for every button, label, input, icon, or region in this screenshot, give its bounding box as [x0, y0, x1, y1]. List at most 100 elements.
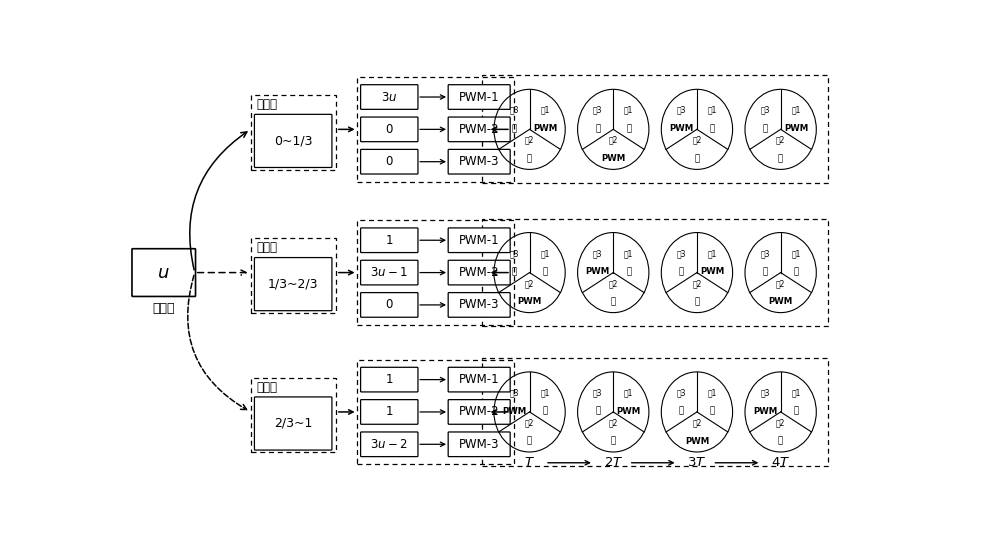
- Text: 关: 关: [595, 124, 600, 133]
- Text: 阀1: 阀1: [624, 106, 633, 115]
- Text: 关: 关: [763, 267, 768, 276]
- FancyBboxPatch shape: [361, 228, 418, 253]
- FancyBboxPatch shape: [361, 399, 418, 424]
- Text: 关: 关: [626, 124, 631, 133]
- Text: 1: 1: [386, 373, 393, 386]
- Text: PWM: PWM: [669, 124, 694, 133]
- Bar: [357, 77, 514, 182]
- Text: $T$: $T$: [524, 457, 535, 469]
- Text: 控制量: 控制量: [152, 302, 175, 315]
- Text: 阀2: 阀2: [609, 418, 618, 427]
- Text: 阀3: 阀3: [677, 388, 686, 397]
- Text: 关: 关: [527, 154, 532, 163]
- Text: PWM: PWM: [502, 406, 526, 416]
- Text: PWM: PWM: [685, 437, 709, 446]
- Text: 开: 开: [679, 267, 684, 276]
- Text: $3u-2$: $3u-2$: [370, 438, 408, 451]
- Text: 关: 关: [512, 124, 517, 133]
- Text: 模式一: 模式一: [257, 98, 278, 111]
- Bar: [357, 220, 514, 325]
- Text: PWM: PWM: [753, 406, 777, 416]
- FancyBboxPatch shape: [361, 149, 418, 174]
- Text: 阀1: 阀1: [708, 249, 717, 258]
- Bar: [482, 75, 828, 183]
- Text: PWM: PWM: [586, 267, 610, 276]
- Text: 阀3: 阀3: [593, 249, 603, 258]
- Text: 开: 开: [527, 437, 532, 446]
- Text: 阀1: 阀1: [540, 249, 550, 258]
- Text: 0: 0: [386, 299, 393, 312]
- Text: 关: 关: [710, 124, 715, 133]
- Text: PWM-2: PWM-2: [459, 405, 499, 418]
- Text: PWM: PWM: [784, 124, 808, 133]
- Text: 阀2: 阀2: [692, 136, 702, 145]
- Text: 阀3: 阀3: [760, 388, 770, 397]
- Text: 模式三: 模式三: [257, 381, 278, 394]
- FancyBboxPatch shape: [254, 397, 332, 450]
- FancyArrowPatch shape: [190, 132, 247, 270]
- Text: 开: 开: [611, 297, 616, 306]
- Bar: [251, 95, 336, 170]
- Text: 阀1: 阀1: [708, 388, 717, 397]
- Text: 0: 0: [386, 155, 393, 168]
- FancyBboxPatch shape: [361, 293, 418, 317]
- Text: $2T$: $2T$: [604, 457, 623, 469]
- FancyBboxPatch shape: [448, 399, 510, 424]
- Bar: [357, 360, 514, 464]
- Text: PWM-1: PWM-1: [459, 373, 499, 386]
- FancyBboxPatch shape: [361, 85, 418, 109]
- Text: 关: 关: [694, 154, 700, 163]
- FancyBboxPatch shape: [361, 117, 418, 142]
- FancyBboxPatch shape: [448, 367, 510, 392]
- Bar: [482, 219, 828, 327]
- Text: PWM: PWM: [533, 124, 557, 133]
- Text: 阀1: 阀1: [624, 249, 633, 258]
- Text: $3u$: $3u$: [381, 91, 397, 103]
- Text: 阀3: 阀3: [677, 249, 686, 258]
- Text: 开: 开: [679, 406, 684, 416]
- Text: 阀1: 阀1: [624, 388, 633, 397]
- Text: 阀1: 阀1: [791, 388, 801, 397]
- Text: 阀3: 阀3: [509, 249, 519, 258]
- FancyBboxPatch shape: [448, 117, 510, 142]
- Text: 1: 1: [386, 405, 393, 418]
- Text: 0: 0: [386, 123, 393, 136]
- Text: PWM: PWM: [700, 267, 725, 276]
- Text: PWM-1: PWM-1: [459, 234, 499, 247]
- FancyBboxPatch shape: [448, 293, 510, 317]
- Text: 阀2: 阀2: [609, 136, 618, 145]
- Text: 关: 关: [694, 297, 700, 306]
- Text: 阀2: 阀2: [692, 418, 702, 427]
- Text: 阀2: 阀2: [776, 418, 785, 427]
- Text: 关: 关: [778, 154, 783, 163]
- Text: 阀1: 阀1: [791, 106, 801, 115]
- Text: 2/3~1: 2/3~1: [274, 417, 312, 430]
- Text: PWM: PWM: [517, 297, 542, 306]
- Text: 关: 关: [763, 124, 768, 133]
- Text: 阀2: 阀2: [776, 136, 785, 145]
- Text: 阀3: 阀3: [677, 106, 686, 115]
- Text: 阀1: 阀1: [540, 106, 550, 115]
- Text: 开: 开: [794, 406, 799, 416]
- Text: 1: 1: [386, 234, 393, 247]
- Text: 阀1: 阀1: [708, 106, 717, 115]
- Text: PWM: PWM: [769, 297, 793, 306]
- Text: 开: 开: [710, 406, 715, 416]
- Text: PWM-3: PWM-3: [459, 299, 499, 312]
- Text: PWM: PWM: [617, 406, 641, 416]
- Text: PWM-3: PWM-3: [459, 155, 499, 168]
- Text: 阀2: 阀2: [525, 418, 534, 427]
- Text: PWM-2: PWM-2: [459, 266, 499, 279]
- FancyBboxPatch shape: [448, 228, 510, 253]
- FancyBboxPatch shape: [448, 149, 510, 174]
- Text: 阀3: 阀3: [593, 388, 603, 397]
- Text: PWM-1: PWM-1: [459, 91, 499, 103]
- Text: $3T$: $3T$: [687, 457, 707, 469]
- FancyBboxPatch shape: [448, 432, 510, 457]
- Text: 阀3: 阀3: [509, 388, 519, 397]
- FancyBboxPatch shape: [132, 248, 196, 296]
- Text: 阀2: 阀2: [525, 136, 534, 145]
- Text: $3u-1$: $3u-1$: [370, 266, 408, 279]
- FancyArrowPatch shape: [188, 275, 247, 410]
- Text: 阀3: 阀3: [760, 106, 770, 115]
